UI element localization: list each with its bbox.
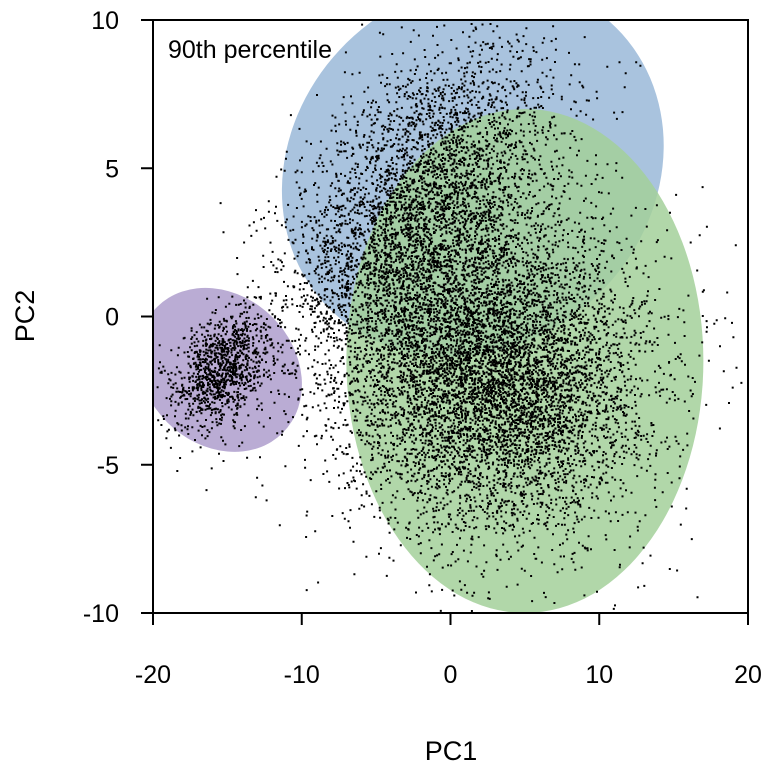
percentile-ellipses	[153, 20, 704, 613]
y-tick-label: -10	[83, 600, 119, 628]
x-tick-label: 0	[444, 661, 458, 689]
y-tick-label: -5	[97, 452, 119, 480]
y-axis: -10 -5 0 5 10	[83, 7, 153, 628]
y-tick-label: 0	[105, 304, 119, 332]
x-axis: -20 -10 0 10 20	[135, 613, 762, 689]
data-points	[156, 23, 743, 613]
x-axis-label: PC1	[425, 736, 478, 766]
x-tick-label: -10	[284, 661, 320, 689]
percentile-annotation: 90th percentile	[168, 36, 332, 64]
scatter-points	[156, 23, 743, 613]
y-axis-label: PC2	[10, 290, 40, 343]
y-tick-label: 10	[91, 7, 119, 35]
x-tick-label: 10	[585, 661, 613, 689]
x-tick-label: -20	[135, 661, 171, 689]
x-tick-label: 20	[734, 661, 762, 689]
y-tick-label: 5	[105, 155, 119, 183]
